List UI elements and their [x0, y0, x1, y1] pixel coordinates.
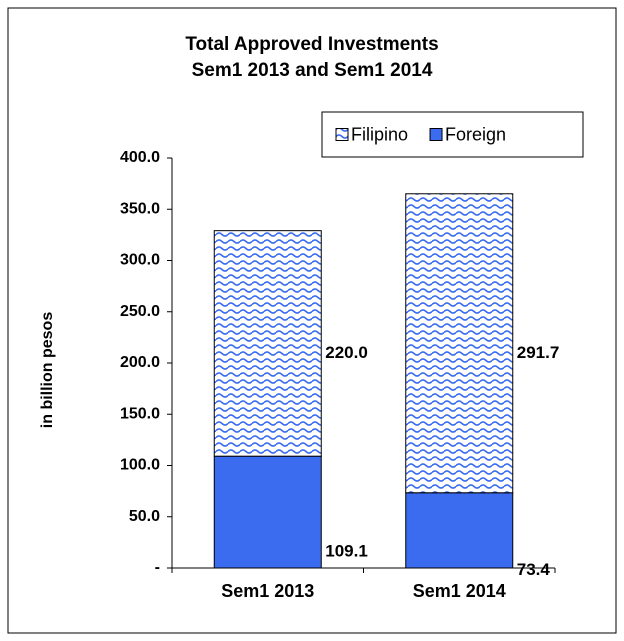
data-label: 220.0	[325, 343, 368, 362]
y-axis-label: in billion pesos	[39, 312, 56, 429]
data-label: 109.1	[325, 542, 368, 561]
chart-subtitle: Sem1 2013 and Sem1 2014	[192, 60, 433, 81]
legend-swatch	[429, 128, 443, 141]
legend-swatch	[335, 128, 349, 141]
y-tick-label: 250.0	[120, 303, 160, 320]
bar-segment	[405, 193, 514, 494]
x-tick-label: Sem1 2013	[221, 581, 314, 601]
bar-segment	[213, 455, 322, 569]
y-tick-label: 400.0	[120, 149, 160, 166]
y-tick-label: 100.0	[120, 457, 160, 474]
y-tick-label: 300.0	[120, 252, 160, 269]
data-label: 73.4	[517, 560, 551, 579]
legend-box	[321, 111, 584, 158]
y-tick-label: 50.0	[129, 508, 160, 525]
y-tick-label: 150.0	[120, 405, 160, 422]
legend-label: Foreign	[445, 124, 506, 144]
chart-title: Total Approved Investments	[185, 34, 438, 55]
bar-segment	[405, 492, 514, 569]
y-tick-label: 350.0	[120, 200, 160, 217]
x-tick-label: Sem1 2014	[413, 581, 506, 601]
y-tick-label: -	[155, 559, 160, 576]
legend-label: Filipino	[351, 124, 408, 144]
y-tick-label: 200.0	[120, 354, 160, 371]
bar-segment	[213, 230, 322, 457]
data-label: 291.7	[517, 343, 560, 362]
